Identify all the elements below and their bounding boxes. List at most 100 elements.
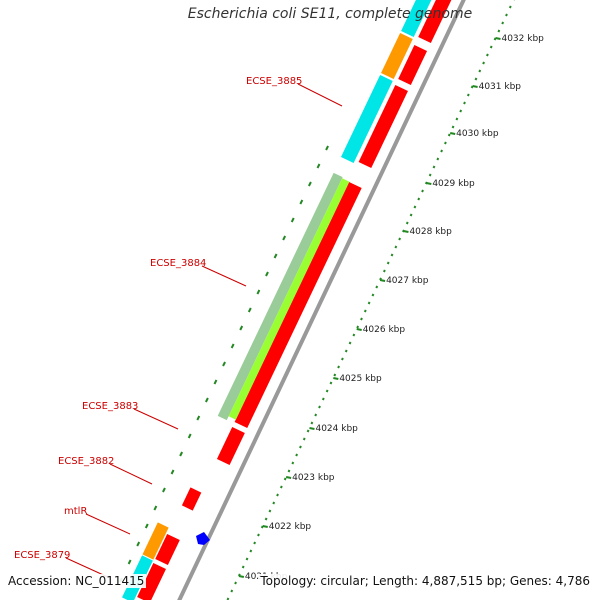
ruler-dot — [405, 221, 409, 225]
ruler-dot — [318, 405, 321, 409]
ruler-major-tick — [379, 279, 386, 282]
ruler-dot — [447, 133, 451, 137]
ruler-dot — [314, 413, 318, 417]
ruler-dot — [253, 541, 257, 545]
ruler-dot — [245, 557, 249, 561]
ruler-dot — [260, 525, 264, 529]
ruler-dot — [508, 5, 512, 9]
minor-tick — [247, 307, 252, 313]
ruler-dot — [474, 77, 478, 81]
gene-block — [228, 178, 350, 420]
ruler-major-tick — [309, 427, 315, 430]
ruler-dot — [478, 69, 482, 73]
ruler-dot — [436, 157, 440, 161]
ruler-dot — [459, 109, 463, 113]
kbp-label: 4029 kbp — [432, 179, 475, 189]
ruler-dot — [344, 349, 348, 353]
minor-tick — [170, 469, 175, 475]
minor-tick — [299, 199, 304, 205]
minor-tick — [222, 361, 226, 367]
cds-block — [358, 84, 408, 169]
minor-tick — [290, 217, 295, 223]
kbp-label: 4031 kbp — [479, 82, 522, 92]
ruler-dot — [356, 325, 360, 329]
minor-tick — [265, 271, 269, 277]
ruler-major-tick — [356, 328, 362, 331]
ruler-major-tick — [262, 525, 268, 528]
ruler-dot — [291, 461, 295, 465]
gene-leader-line — [297, 83, 343, 107]
ruler-dot — [375, 285, 379, 289]
ruler-dot — [276, 493, 279, 497]
ruler-dot — [306, 429, 310, 433]
ruler-dot — [390, 253, 394, 257]
cds-block — [137, 562, 166, 600]
accession-text: Accession: NC_011415 — [6, 574, 147, 588]
ruler-dot — [348, 341, 352, 345]
minor-tick — [282, 235, 287, 241]
ruler-dot — [272, 501, 276, 505]
ruler-dot — [501, 21, 505, 25]
ruler-dot — [367, 301, 371, 305]
ruler-dot — [470, 85, 474, 89]
gene-leader-line — [201, 265, 247, 287]
cds-block — [418, 0, 452, 44]
genome-title: Escherichia coli SE11, complete genome — [187, 6, 473, 22]
ruler-dot — [325, 389, 329, 393]
minor-tick — [204, 397, 209, 403]
ruler-dot — [268, 509, 272, 513]
ruler-major-tick — [403, 230, 409, 233]
ruler-major-tick — [495, 37, 501, 40]
ruler-dot — [463, 101, 466, 105]
ruler-dot — [398, 237, 402, 241]
ruler-dot — [432, 165, 436, 169]
cds-block — [155, 533, 180, 566]
kbp-label: 4028 kbp — [409, 227, 452, 237]
gene-label: ECSE_3882 — [58, 456, 114, 467]
ruler-dot — [413, 205, 417, 209]
ruler-dot — [386, 261, 390, 265]
ruler-dot — [466, 93, 470, 97]
ruler-dot — [352, 333, 356, 337]
ruler-dot — [341, 357, 344, 361]
ruler-dot — [333, 373, 337, 377]
ruler-dot — [299, 445, 302, 449]
tick-layer — [119, 0, 515, 600]
ruler-dot — [382, 269, 386, 273]
ruler-dot — [444, 141, 447, 145]
minor-tick — [213, 379, 218, 385]
gene-block — [217, 172, 343, 421]
ruler-dot — [295, 453, 299, 457]
ruler-dot — [409, 213, 413, 217]
ruler-major-tick — [426, 182, 432, 185]
minor-tick — [325, 145, 329, 151]
topology-text: Topology: circular; Length: 4,887,515 bp… — [258, 574, 592, 588]
ruler-dot — [363, 309, 367, 313]
kbp-label: 4026 kbp — [363, 325, 406, 335]
ruler-dot — [241, 565, 245, 569]
minor-tick — [308, 181, 312, 187]
minor-tick — [127, 559, 132, 565]
ruler-dot — [482, 61, 485, 65]
feature-layer — [122, 0, 466, 600]
ruler-dot — [394, 245, 398, 249]
cds-block — [216, 426, 245, 466]
ruler-dot — [440, 149, 444, 153]
gene-block — [401, 0, 432, 38]
kbp-label: 4022 kbp — [269, 522, 312, 532]
ruler-dot — [329, 381, 333, 385]
ruler-dot — [264, 517, 268, 521]
ruler-dot — [505, 13, 508, 17]
cds-block — [398, 44, 428, 86]
ruler-dot — [287, 469, 291, 473]
ruler-dot — [428, 173, 432, 177]
gene-leader-line — [109, 463, 153, 485]
ruler-dot — [234, 581, 237, 585]
minor-tick — [179, 451, 184, 457]
ruler-major-tick — [333, 377, 339, 380]
ruler-dot — [257, 533, 260, 537]
ruler-dot — [493, 37, 497, 41]
kbp-label: 4025 kbp — [339, 374, 382, 384]
kbp-label: 4027 kbp — [386, 276, 429, 286]
